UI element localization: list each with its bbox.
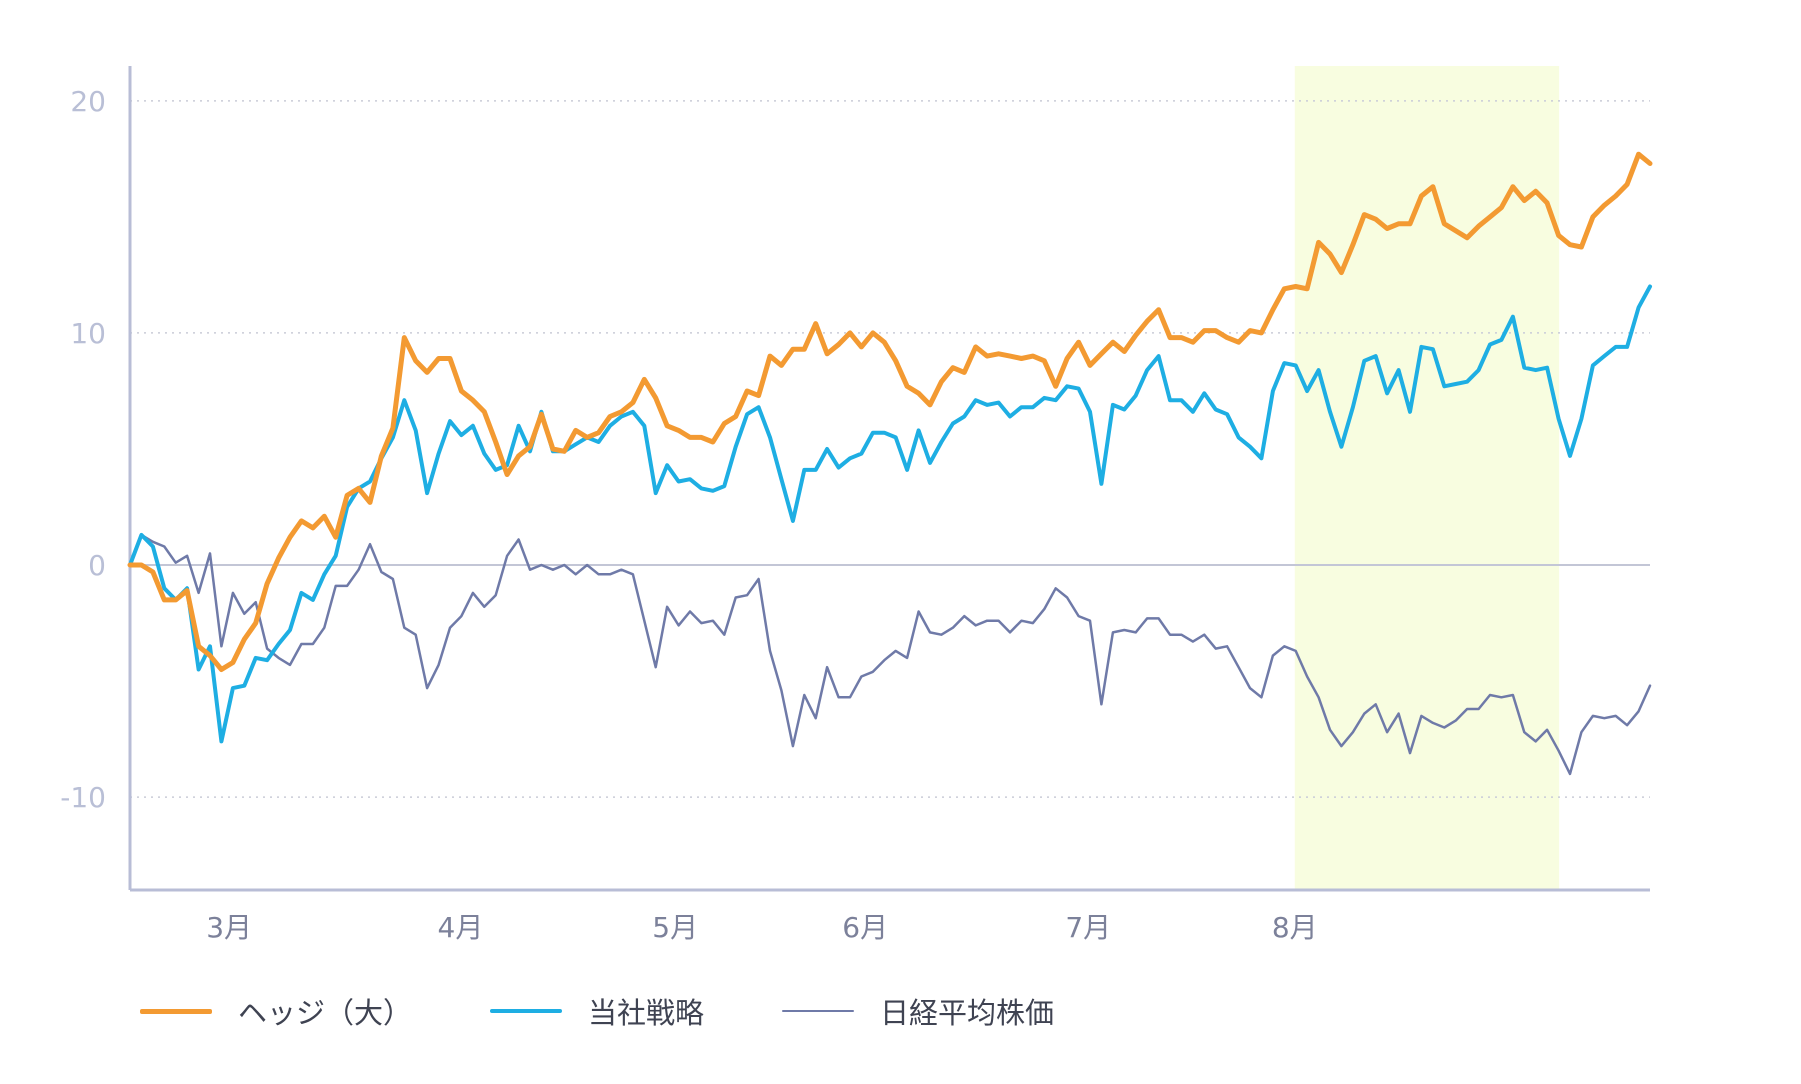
legend-item-hedge[interactable]: ヘッジ（大） [140, 990, 412, 1032]
y-tick-label: 20 [70, 85, 106, 118]
series-line-2 [128, 533, 1652, 776]
legend-swatch-strategy [490, 1009, 563, 1013]
x-tick-labels: 3月 4月 5月 6月 7月 8月 [206, 911, 1317, 944]
x-tick-label-3: 6月 [842, 911, 888, 944]
series-lines [127, 151, 1653, 776]
legend: ヘッジ（大） 当社戦略 日経平均株価 [140, 990, 1132, 1032]
series-line-0 [127, 151, 1653, 672]
y-tick-label: 0 [88, 549, 106, 582]
x-tick-label-2: 5月 [652, 911, 698, 944]
legend-item-nikkei[interactable]: 日経平均株価 [782, 990, 1054, 1032]
x-tick-label-0: 3月 [206, 911, 252, 944]
legend-label-strategy: 当社戦略 [588, 996, 705, 1030]
legend-swatch-hedge [140, 1008, 212, 1014]
highlight-band [1294, 66, 1560, 890]
x-tick-label-5: 8月 [1272, 911, 1318, 944]
legend-item-strategy[interactable]: 当社戦略 [490, 990, 704, 1032]
x-tick-label-4: 7月 [1065, 911, 1111, 944]
legend-label-nikkei: 日経平均株価 [880, 996, 1055, 1030]
legend-label-hedge: ヘッジ（大） [238, 996, 413, 1030]
grid-lines [130, 100, 1650, 798]
y-tick-label: -10 [60, 781, 106, 814]
legend-swatch-nikkei [782, 1009, 855, 1013]
y-tick-labels: 20 10 0 -10 [60, 85, 106, 814]
y-tick-label: 10 [70, 317, 106, 350]
x-tick-label-1: 4月 [438, 911, 484, 944]
